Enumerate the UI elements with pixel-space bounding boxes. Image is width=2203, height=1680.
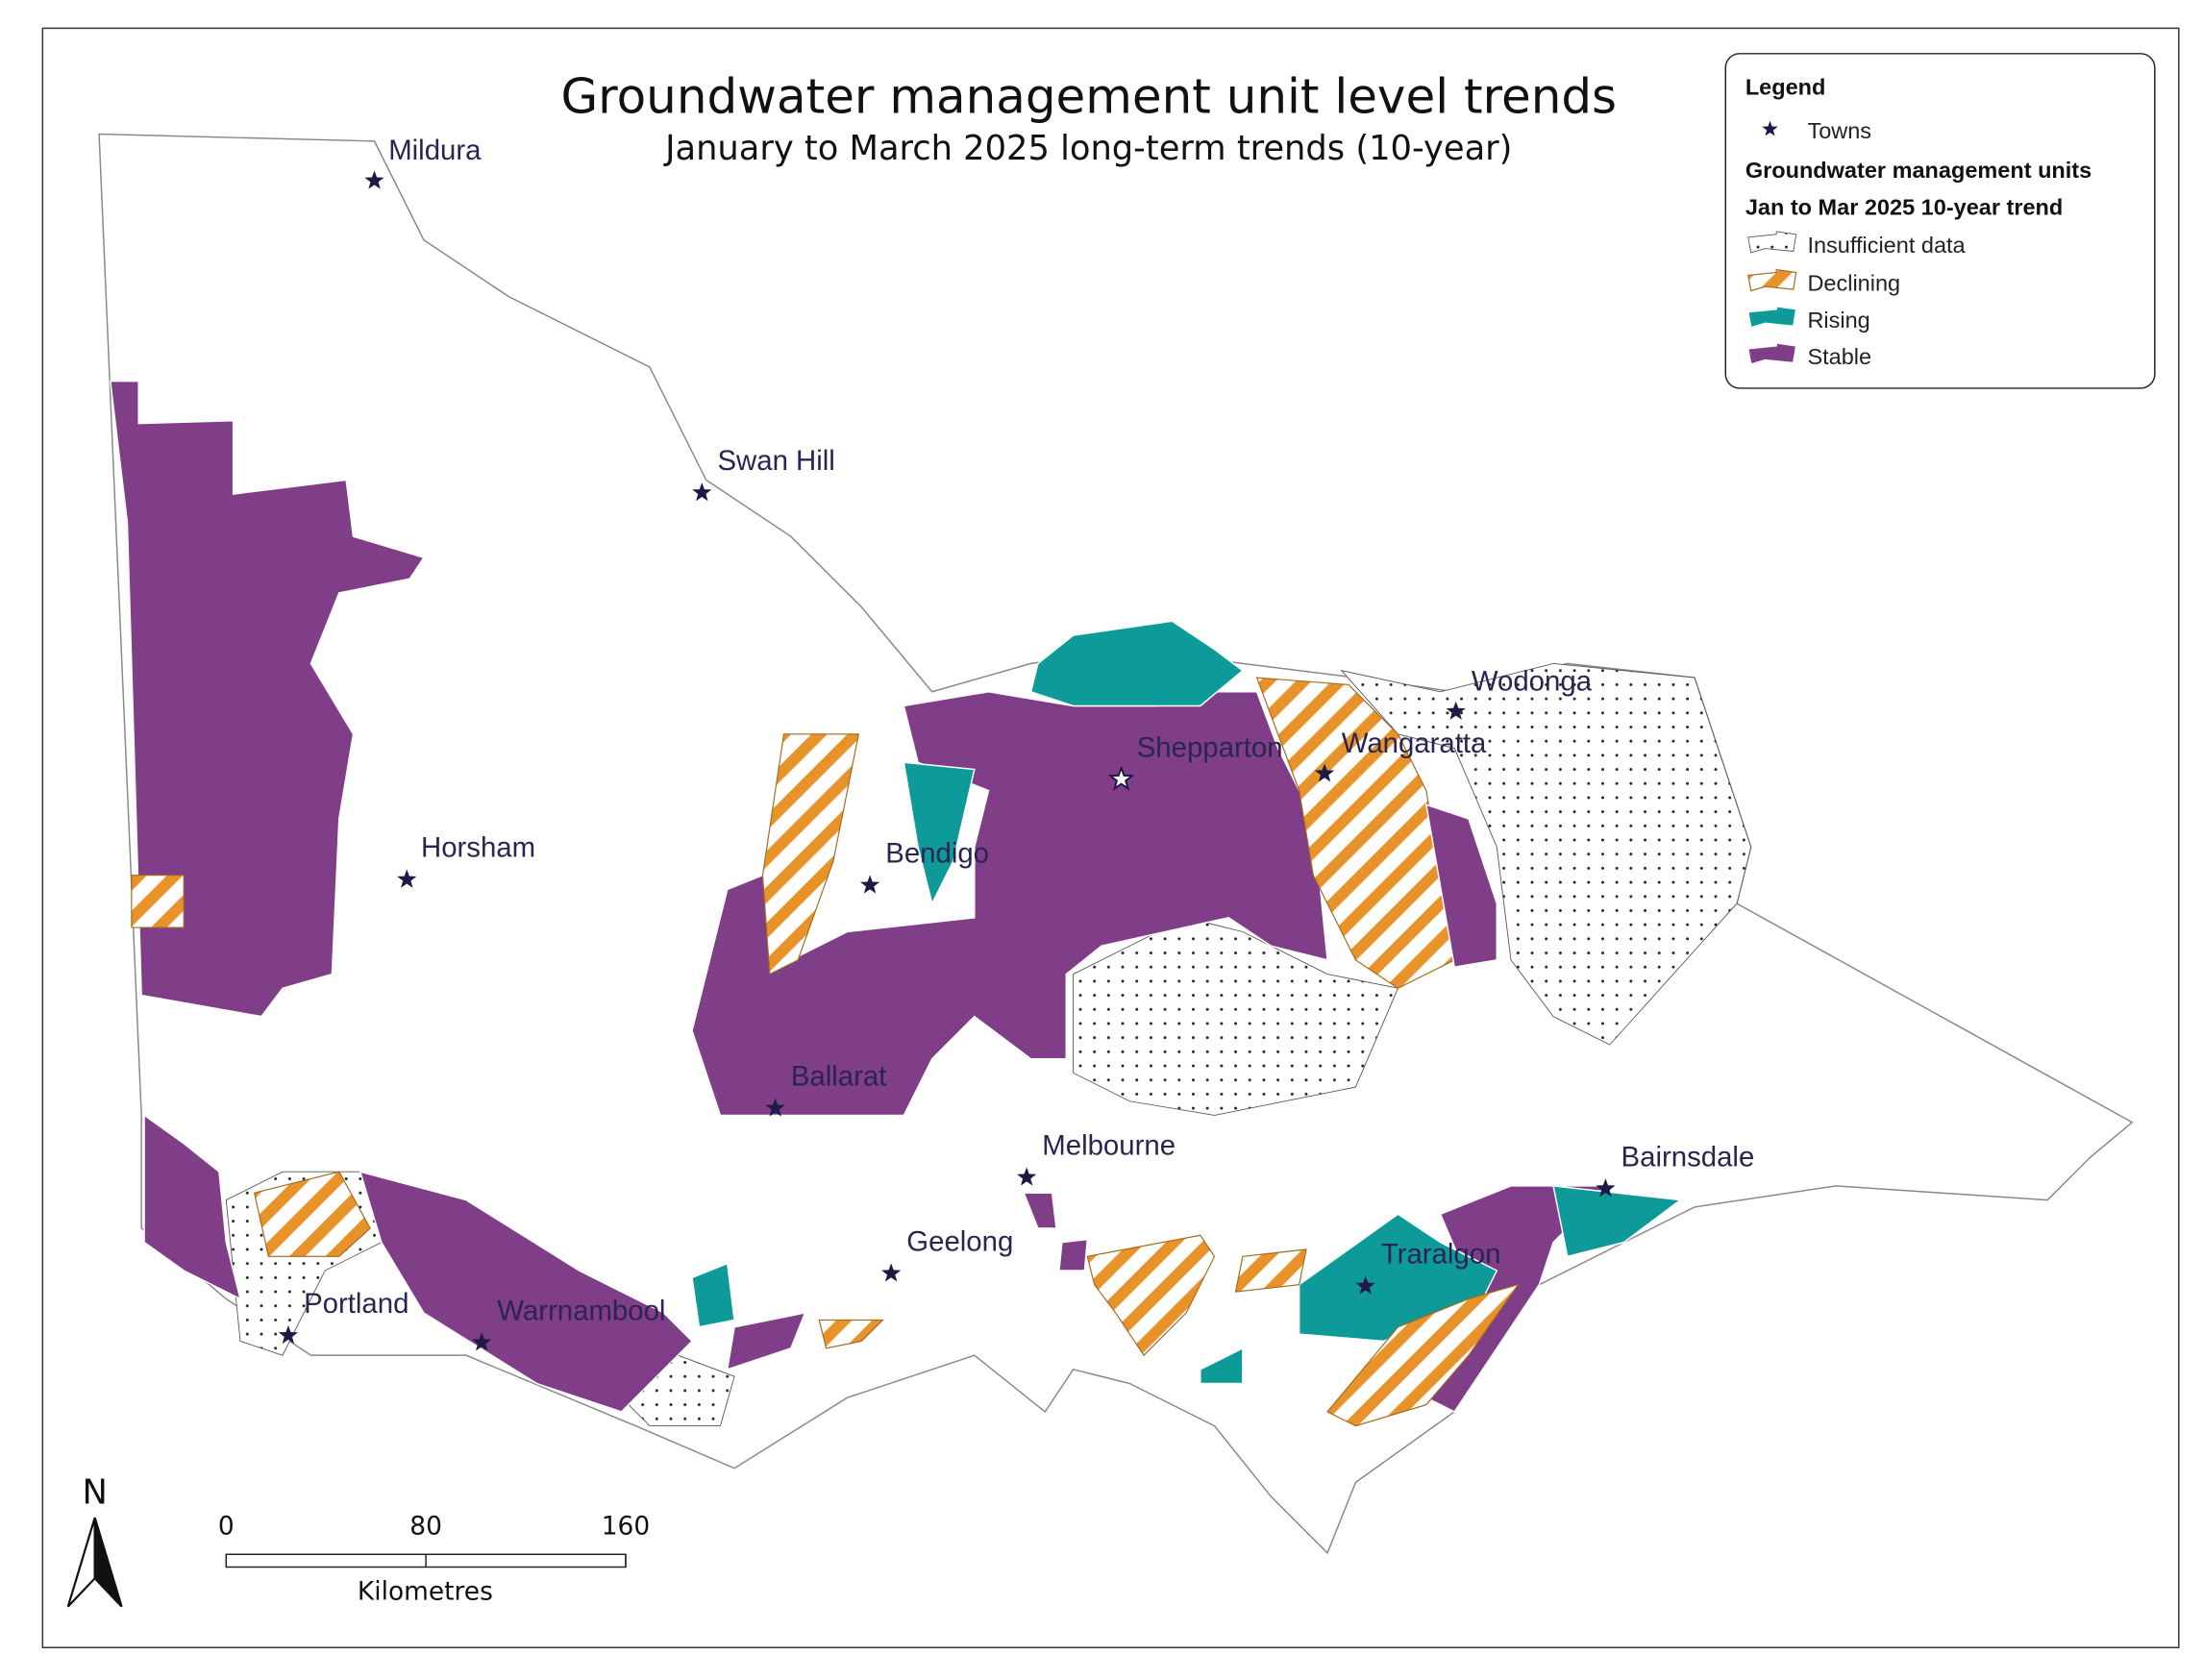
towns: Mildura Swan Hill Horsham Bendigo Sheppa… bbox=[278, 135, 1755, 1351]
legend-swatch bbox=[1746, 305, 1797, 329]
scale-tick-label: 0 bbox=[218, 1512, 235, 1542]
town-label: Melbourne bbox=[1042, 1130, 1176, 1162]
town-label: Ballarat bbox=[791, 1061, 887, 1093]
legend-box bbox=[1724, 53, 2156, 389]
scale-tick-label: 80 bbox=[409, 1512, 442, 1542]
legend-section: Groundwater management units bbox=[1745, 158, 2092, 183]
arrow-right bbox=[93, 1517, 123, 1608]
legend-label: Insufficient data bbox=[1807, 233, 1966, 258]
town-label: Swan Hill bbox=[717, 445, 834, 477]
north-arrow: N bbox=[66, 1472, 123, 1608]
scale-bar: Kilometres 0 80 160 bbox=[218, 1512, 650, 1607]
town-label: Warrnambool bbox=[497, 1295, 665, 1326]
legend: Legend Towns Groundwater management unit… bbox=[1724, 53, 2156, 389]
town-label: Shepparton bbox=[1137, 731, 1283, 763]
legend-subsection: Jan to Mar 2025 10-year trend bbox=[1745, 194, 2063, 219]
town-label: Bairnsdale bbox=[1621, 1141, 1755, 1173]
north-label: N bbox=[82, 1472, 107, 1512]
map-subtitle: January to March 2025 long-term trends (… bbox=[663, 129, 1512, 168]
legend-label: Towns bbox=[1807, 118, 1871, 143]
legend-label: Declining bbox=[1807, 271, 1900, 296]
town-label: Geelong bbox=[906, 1225, 1013, 1257]
legend-title: Legend bbox=[1745, 74, 1826, 99]
town-label: Traralgon bbox=[1381, 1239, 1501, 1271]
legend-swatch bbox=[1746, 342, 1797, 365]
town-label: Mildura bbox=[388, 135, 482, 166]
legend-swatch bbox=[1747, 231, 1797, 254]
town-label: Wodonga bbox=[1472, 665, 1593, 697]
town-label: Portland bbox=[304, 1288, 408, 1320]
scale-unit: Kilometres bbox=[358, 1576, 493, 1606]
town-label: Horsham bbox=[421, 832, 535, 864]
legend-label: Stable bbox=[1807, 344, 1871, 369]
management-units bbox=[109, 380, 1752, 1427]
legend-label: Rising bbox=[1807, 308, 1869, 333]
map-title: Groundwater management unit level trends bbox=[560, 69, 1617, 125]
town-label: Wangaratta bbox=[1342, 728, 1487, 759]
scale-tick-label: 160 bbox=[602, 1512, 650, 1542]
town-label: Bendigo bbox=[885, 838, 989, 870]
legend-swatch bbox=[1747, 268, 1797, 292]
